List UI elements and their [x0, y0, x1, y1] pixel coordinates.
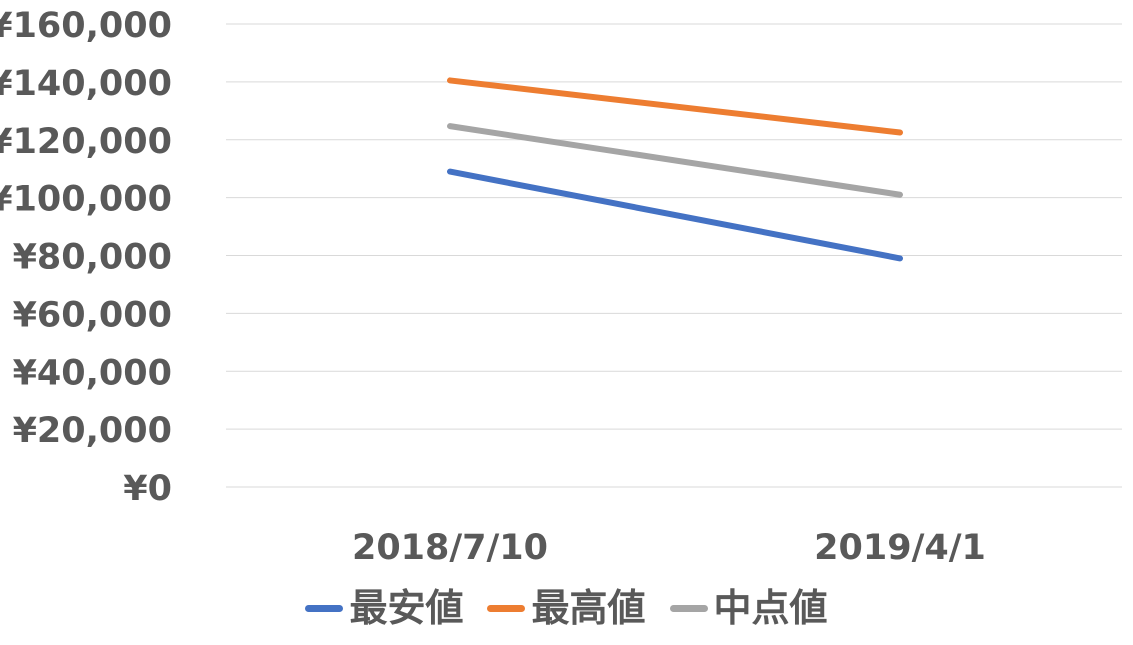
y-axis-tick-labels: ¥0 ¥20,000 ¥40,000 ¥60,000 ¥80,000 ¥100,000 ¥1…	[0, 6, 172, 509]
series-line	[447, 123, 903, 198]
y-tick-label: ¥0	[123, 469, 172, 509]
legend-label: 最高値	[531, 586, 646, 630]
legend-swatch	[305, 604, 344, 612]
legend-swatch	[487, 604, 526, 612]
x-axis-tick-labels: 2018/7/10 2019/4/1	[352, 528, 986, 568]
legend-item: 最高値	[487, 586, 646, 630]
legend: 最安値 最高値 中点値	[0, 584, 1133, 632]
gridlines	[226, 23, 1122, 488]
y-tick-label: ¥80,000	[13, 238, 172, 278]
y-tick-label: ¥100,000	[0, 180, 172, 220]
legend-label: 最安値	[349, 586, 464, 630]
y-tick-label: ¥120,000	[0, 122, 172, 162]
series-line	[447, 77, 903, 136]
y-tick-label: ¥20,000	[13, 411, 172, 451]
legend-item: 中点値	[669, 586, 828, 630]
y-tick-label: ¥140,000	[0, 64, 172, 104]
y-tick-label: ¥160,000	[0, 6, 172, 46]
y-tick-label: ¥40,000	[13, 353, 172, 393]
x-tick-label: 2019/4/1	[814, 528, 986, 568]
series-lines	[447, 77, 903, 262]
legend-label: 中点値	[713, 586, 828, 630]
series-line	[447, 168, 903, 262]
x-tick-label: 2018/7/10	[352, 528, 548, 568]
y-tick-label: ¥60,000	[13, 295, 172, 335]
legend-swatch	[669, 604, 708, 612]
legend-item: 最安値	[305, 589, 463, 627]
